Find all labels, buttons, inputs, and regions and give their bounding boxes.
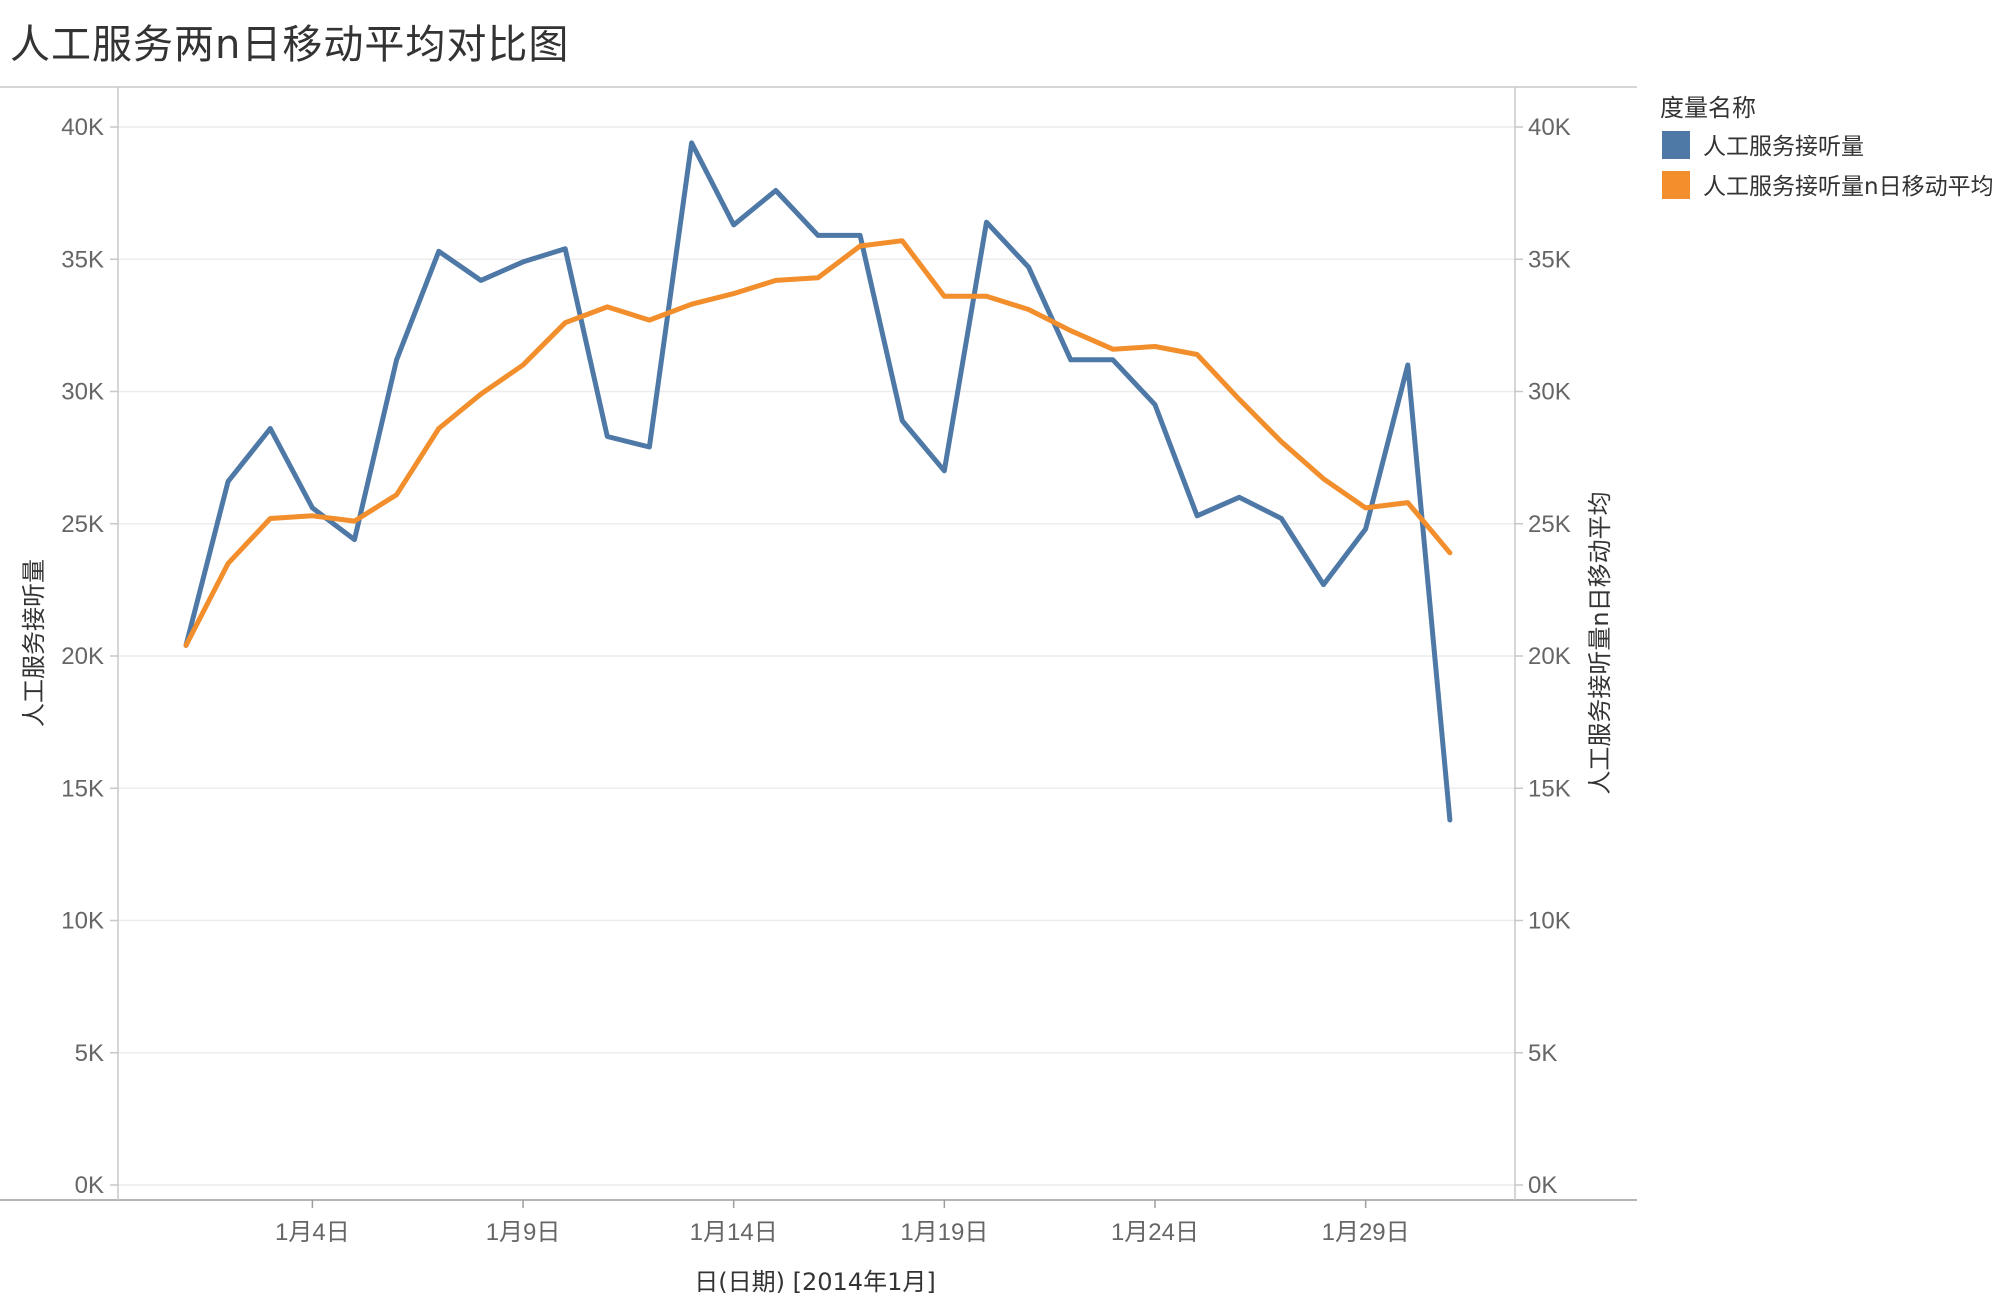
- x-tick-label: 1月19日: [900, 1219, 988, 1246]
- left-y-axis-title: 人工服务接听量: [20, 559, 48, 727]
- y-tick-label-right: 30K: [1528, 379, 1571, 406]
- legend-item-label: 人工服务接听量: [1703, 134, 1864, 160]
- y-tick-label-left: 10K: [61, 908, 104, 935]
- x-tick-label: 1月4日: [275, 1219, 350, 1246]
- series-lines: [183, 140, 1453, 823]
- y-tick-label-left: 25K: [61, 511, 104, 538]
- chart-title: 人工服务两n日移动平均对比图: [10, 22, 570, 68]
- y-tick-label-right: 25K: [1528, 511, 1571, 538]
- x-tick-label: 1月24日: [1111, 1219, 1199, 1246]
- y-tick-label-right: 20K: [1528, 643, 1571, 670]
- y-tick-label-right: 10K: [1528, 908, 1571, 935]
- x-axis: 1月4日 1月9日 1月14日 1月19日 1月24日 1月29日: [275, 1200, 1410, 1246]
- left-y-axis: 0K 5K 10K 15K 20K 25K 30K 35K 40K: [61, 114, 118, 1199]
- x-tick-label: 1月29日: [1322, 1219, 1410, 1246]
- right-y-axis: 0K 5K 10K 15K 20K 25K 30K 35K 40K: [1515, 114, 1571, 1199]
- grid-lines: [118, 126, 1515, 1186]
- series-line-1: [183, 140, 1453, 823]
- x-axis-title: 日(日期) [2014年1月]: [694, 1268, 935, 1296]
- right-y-axis-title: 人工服务接听量n日移动平均: [1586, 491, 1614, 794]
- x-tick-label: 1月14日: [690, 1219, 778, 1246]
- y-tick-label-left: 5K: [75, 1040, 104, 1067]
- y-tick-label-right: 0K: [1528, 1172, 1557, 1199]
- y-tick-label-right: 40K: [1528, 114, 1571, 141]
- series-line-2: [183, 238, 1453, 648]
- legend-item-label: 人工服务接听量n日移动平均: [1703, 174, 1994, 200]
- y-tick-label-left: 0K: [75, 1172, 104, 1199]
- y-tick-label-left: 15K: [61, 775, 104, 802]
- legend-title: 度量名称: [1660, 94, 1756, 122]
- legend-swatch: [1662, 131, 1690, 159]
- y-tick-label-right: 5K: [1528, 1040, 1557, 1067]
- x-tick-label: 1月9日: [486, 1219, 561, 1246]
- y-tick-label-left: 20K: [61, 643, 104, 670]
- legend-swatch: [1662, 171, 1690, 199]
- y-tick-label-left: 30K: [61, 379, 104, 406]
- y-tick-label-left: 40K: [61, 114, 104, 141]
- y-tick-label-right: 35K: [1528, 246, 1571, 273]
- y-tick-label-right: 15K: [1528, 775, 1571, 802]
- y-tick-label-left: 35K: [61, 246, 104, 273]
- plot-frame: [0, 86, 1637, 1201]
